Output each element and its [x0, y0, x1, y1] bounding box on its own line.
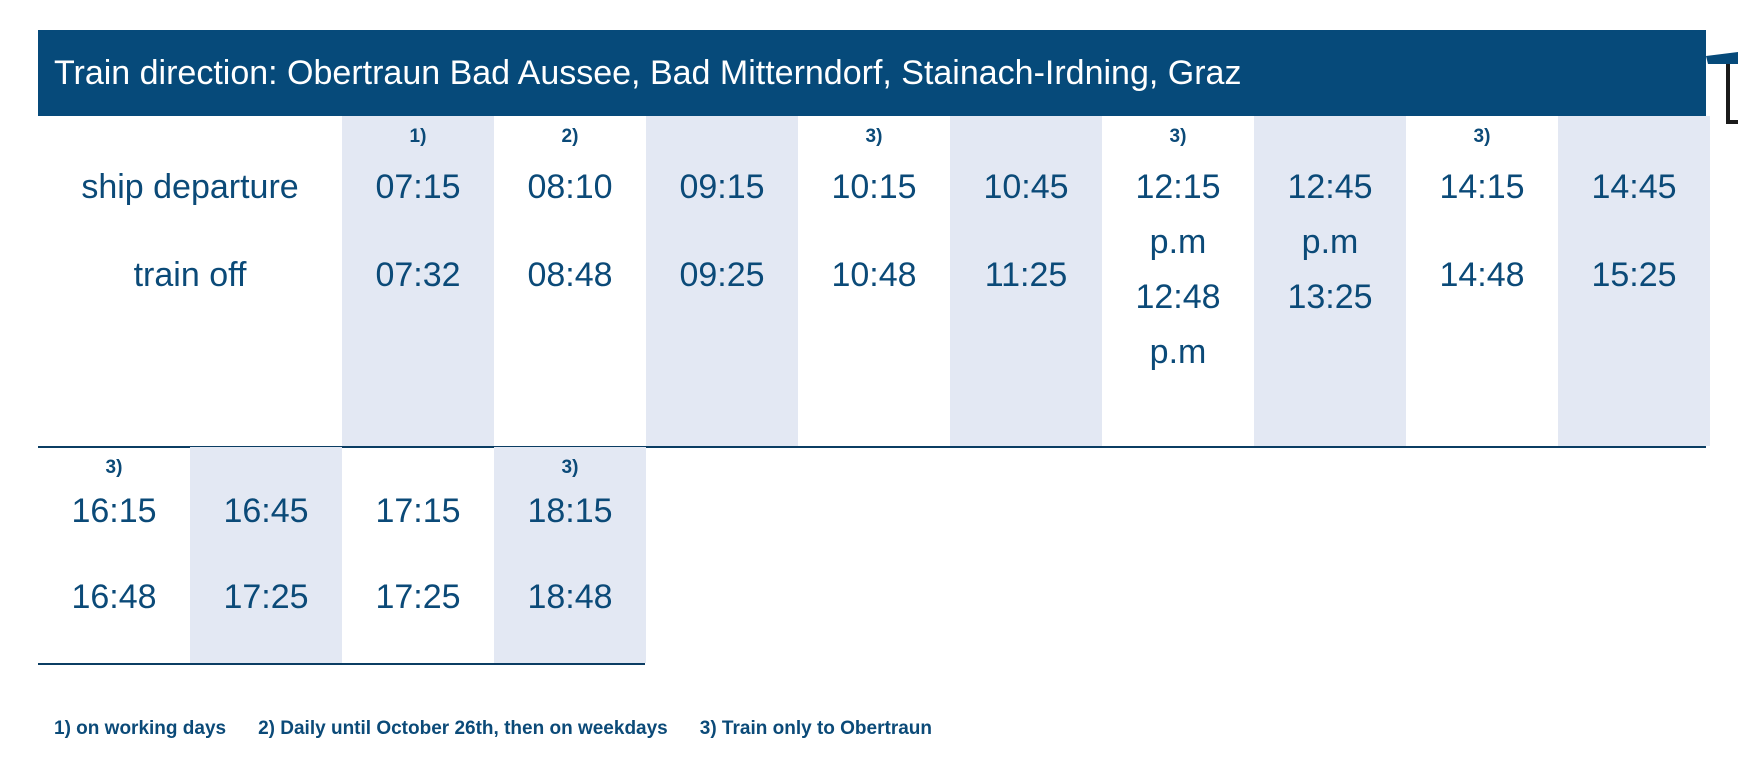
train-time: 10:48: [831, 256, 917, 294]
footnote-marker: [646, 126, 798, 150]
footnote-marker: 3): [1473, 126, 1491, 147]
row-labels: ship departure train off: [38, 116, 342, 446]
footnote-marker: 3): [561, 457, 579, 478]
footnote-1: 1) on working days: [54, 718, 227, 739]
ship-sign-icon: [1706, 52, 1738, 124]
departure-column: 10:45 11:25: [950, 116, 1102, 446]
footnote-marker: [950, 126, 1102, 150]
departure-column: 3) 10:15 10:48: [798, 116, 950, 446]
footnote-3: 3) Train only to Obertraun: [699, 718, 932, 739]
departure-column: 3) 14:15 14:48: [1406, 116, 1558, 446]
train-time: 07:32: [375, 256, 461, 294]
departure-column: 16:45 17:25: [190, 447, 342, 663]
ship-time: 16:45: [223, 492, 309, 530]
footnotes: 1) on working days 2) Daily until Octobe…: [54, 718, 932, 740]
footnote-marker: 3): [1169, 126, 1187, 147]
footnote-2: 2) Daily until October 26th, then on wee…: [258, 718, 668, 739]
ship-time: 10:15: [831, 168, 917, 206]
train-time: 18:48: [527, 578, 613, 616]
ship-time: 12:15: [1135, 168, 1221, 206]
footnote-marker: 1): [409, 126, 427, 147]
departure-column: 1) 07:15 07:32: [342, 116, 494, 446]
train-time-suffix: [1254, 325, 1406, 380]
train-off-label: train off: [133, 256, 247, 294]
footnote-marker: [342, 457, 494, 481]
ship-time-suffix: p.m: [1149, 223, 1207, 261]
train-time-suffix: p.m: [1149, 333, 1207, 371]
timetable-row-2: 3) 16:15 16:48 16:45 17:25 17:15 17:25 3) 18:15 1…: [38, 447, 646, 665]
train-time: 16:48: [71, 578, 157, 616]
footnote-marker: 3): [105, 457, 123, 478]
departure-column: 3) 12:15 p.m 12:48 p.m: [1102, 116, 1254, 446]
footnote-marker: 3): [865, 126, 883, 147]
ship-time: 08:10: [527, 168, 613, 206]
departure-column: 3) 18:15 18:48: [494, 447, 646, 663]
train-time: 12:48: [1135, 278, 1221, 316]
departure-column: 3) 16:15 16:48: [38, 447, 190, 663]
ship-time: 17:15: [375, 492, 461, 530]
ship-time: 16:15: [71, 492, 157, 530]
train-time: 15:25: [1591, 256, 1677, 294]
footnote-marker: [1254, 126, 1406, 150]
train-time: 08:48: [527, 256, 613, 294]
timetable-row-1: ship departure train off 1) 07:15 07:32 2) 0…: [38, 116, 1710, 448]
train-time: 11:25: [984, 256, 1068, 294]
train-time: 14:48: [1439, 256, 1525, 294]
train-time: 17:25: [223, 578, 309, 616]
departure-column: 09:15 09:25: [646, 116, 798, 446]
ship-departure-label: ship departure: [81, 168, 299, 206]
train-time: 13:25: [1287, 278, 1373, 316]
departure-column: 17:15 17:25: [342, 447, 494, 663]
ship-time: 09:15: [679, 168, 765, 206]
ship-time: 10:45: [983, 168, 1069, 206]
footnote-marker: [190, 457, 342, 481]
footnote-marker: 2): [561, 126, 579, 147]
train-time: 09:25: [679, 256, 765, 294]
footnote-marker: [1558, 126, 1710, 150]
departure-column: 12:45 p.m 13:25: [1254, 116, 1406, 446]
ship-time: 07:15: [375, 168, 461, 206]
ship-time: 18:15: [527, 492, 613, 530]
departure-column: 2) 08:10 08:48: [494, 116, 646, 446]
ship-time: 14:45: [1591, 168, 1677, 206]
departure-column: 14:45 15:25: [1558, 116, 1710, 446]
train-time: 17:25: [375, 578, 461, 616]
ship-time-suffix: p.m: [1301, 223, 1359, 261]
ship-time: 12:45: [1287, 168, 1373, 206]
timetable-header: Train direction: Obertraun Bad Aussee, B…: [38, 30, 1706, 116]
header-title: Train direction: Obertraun Bad Aussee, B…: [54, 53, 1242, 92]
ship-time: 14:15: [1439, 168, 1525, 206]
